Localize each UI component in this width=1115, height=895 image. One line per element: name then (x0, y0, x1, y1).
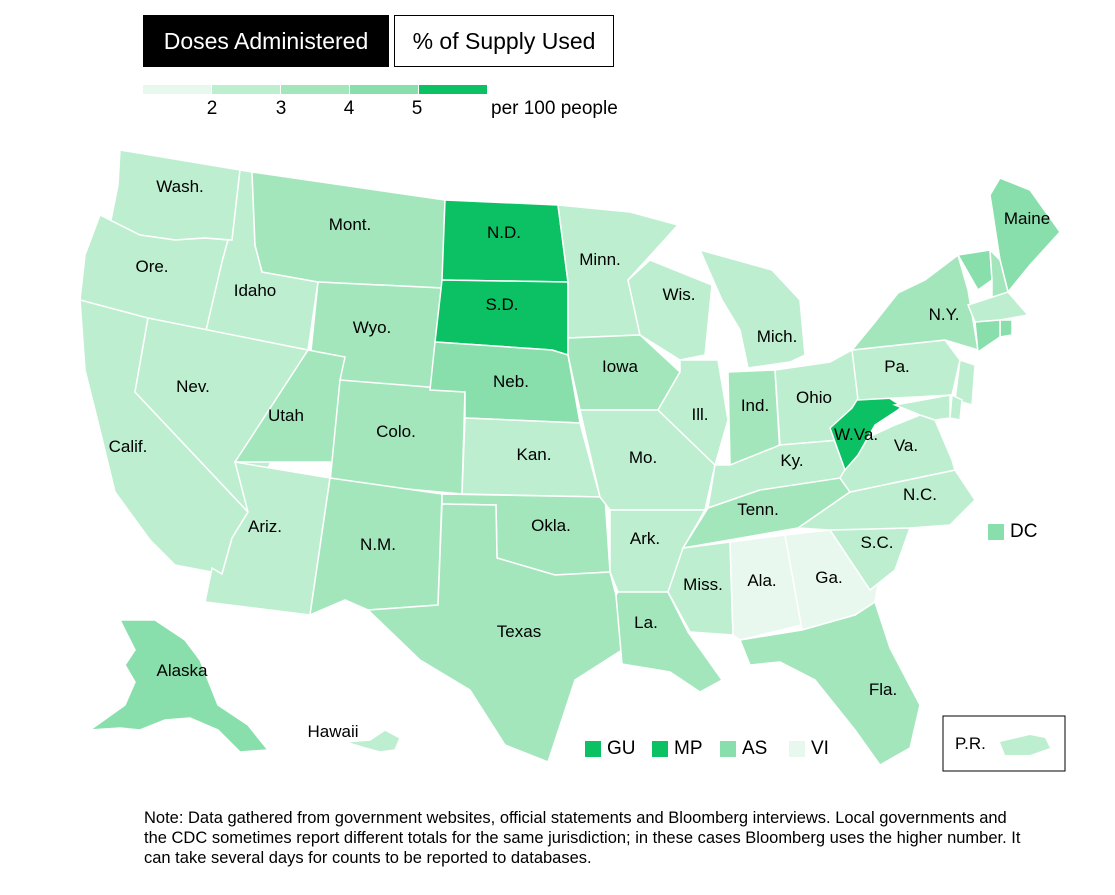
state-nc (795, 469, 976, 531)
state-label-sd: S.D. (485, 295, 518, 314)
state-label-wy: Wyo. (353, 318, 392, 337)
tab-doses-administered[interactable]: Doses Administered (143, 15, 389, 67)
territory-dc: DC (988, 521, 1037, 543)
territory-label: MP (674, 738, 703, 759)
state-label-mi: Mich. (757, 327, 798, 346)
state-label-in: Ind. (741, 396, 769, 415)
state-label-la: La. (634, 613, 658, 632)
state-label-ca: Calif. (109, 437, 148, 456)
state-label-tn: Tenn. (737, 500, 779, 519)
state-label-nv: Nev. (176, 377, 210, 396)
territory-label: AS (742, 738, 768, 759)
legend-swatch (350, 85, 418, 94)
state-label-az: Ariz. (248, 517, 282, 536)
legend-color-scale (143, 85, 488, 94)
legend-tick: 5 (411, 98, 423, 119)
state-label-va: Va. (894, 436, 918, 455)
state-label-wa: Wash. (156, 177, 204, 196)
state-label-id: Idaho (234, 281, 277, 300)
territory-swatch (789, 741, 805, 757)
state-label-nd: N.D. (487, 223, 521, 242)
state-ma (966, 291, 1030, 323)
legend-unit-label: per 100 people (491, 98, 618, 119)
state-label-ky: Ky. (780, 451, 803, 470)
state-fl (738, 600, 921, 766)
footnote: Note: Data gathered from government webs… (144, 809, 1021, 867)
state-label-ny: N.Y. (929, 305, 960, 324)
territory-swatch (652, 741, 668, 757)
state-label-ut: Utah (268, 406, 304, 425)
state-label-co: Colo. (376, 422, 416, 441)
legend-swatch (212, 85, 280, 94)
state-label-mo: Mo. (629, 448, 657, 467)
state-label-wi: Wis. (662, 285, 695, 304)
state-md (892, 394, 951, 421)
state-label-fl: Fla. (869, 680, 897, 699)
state-ct (974, 319, 1001, 354)
state-nj (954, 358, 976, 406)
state-label-il: Ill. (692, 405, 709, 424)
state-wi (627, 259, 713, 361)
territory-label: GU (607, 738, 636, 759)
state-label-me: Maine (1004, 209, 1050, 228)
state-label-hi: Hawaii (307, 722, 358, 741)
territory-label: VI (811, 738, 829, 759)
state-label-mn: Minn. (579, 250, 621, 269)
state-label-nm: N.M. (360, 535, 396, 554)
state-tx (366, 503, 623, 763)
state-label-ak: Alaska (156, 661, 208, 680)
territory-gu: GU (585, 738, 636, 760)
state-pr (1000, 735, 1050, 755)
state-label-ar: Ark. (630, 529, 660, 548)
legend-swatch (281, 85, 349, 94)
state-ri (999, 319, 1013, 338)
legend-tick: 4 (343, 98, 355, 119)
state-label-ks: Kan. (517, 445, 552, 464)
state-label-pa: Pa. (884, 357, 910, 376)
state-label-tx: Texas (497, 622, 541, 641)
pr-label: P.R. (955, 734, 986, 753)
state-label-nc: N.C. (903, 485, 937, 504)
state-label-al: Ala. (747, 571, 776, 590)
state-de (949, 393, 963, 421)
state-label-ia: Iowa (602, 357, 638, 376)
state-mi (698, 248, 806, 369)
state-label-sc: S.C. (860, 533, 893, 552)
territory-swatch (720, 741, 736, 757)
territory-vi: VI (789, 738, 829, 760)
legend-swatch (143, 85, 211, 94)
state-label-ok: Okla. (531, 516, 571, 535)
state-label-wv: W.Va. (834, 425, 878, 444)
territory-swatch (585, 741, 601, 757)
state-hi (344, 729, 401, 753)
state-label-ms: Miss. (683, 575, 723, 594)
territory-label: DC (1010, 521, 1038, 542)
legend-tick: 2 (206, 98, 218, 119)
state-al (729, 534, 803, 641)
state-ny (850, 253, 979, 352)
legend-tick: 3 (275, 98, 287, 119)
legend-swatch (419, 85, 487, 94)
state-ak (87, 619, 270, 753)
state-label-ne: Neb. (493, 372, 529, 391)
tab-percent-supply-used[interactable]: % of Supply Used (394, 15, 614, 67)
territory-as: AS (720, 738, 767, 760)
state-label-oh: Ohio (796, 388, 832, 407)
state-label-ga: Ga. (815, 568, 842, 587)
state-label-or: Ore. (135, 257, 168, 276)
state-ms (667, 541, 734, 636)
state-nv (134, 317, 309, 514)
state-label-mt: Mont. (329, 215, 372, 234)
territory-swatch (988, 524, 1004, 540)
territory-mp: MP (652, 738, 703, 760)
